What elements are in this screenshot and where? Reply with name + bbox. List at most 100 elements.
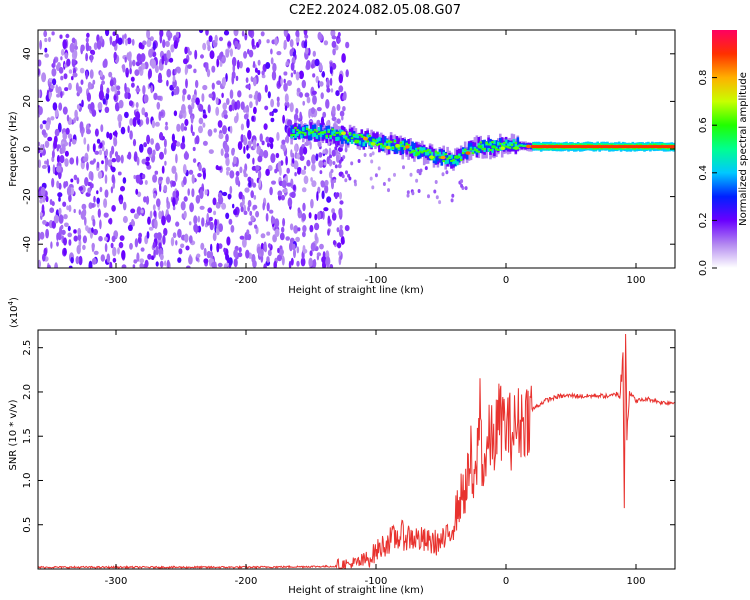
signal-cell [483,139,486,147]
noise-cell [133,213,139,220]
noise-cell [56,165,62,173]
noise-cell [152,204,156,211]
noise-cell [232,102,235,112]
noise-cell [280,77,283,86]
noise-cell [144,180,148,185]
signal-cell [454,159,457,164]
noise-cell [120,185,125,192]
noise-cell [299,111,302,120]
noise-cell [276,51,282,56]
noise-cell [246,153,251,159]
signal-cell [440,148,444,160]
signal-cell [319,124,323,132]
signal-cell [296,132,299,137]
noise-cell [200,242,205,250]
noise-cell [58,66,64,74]
noise-cell [327,215,331,224]
signal-cell [459,159,463,161]
noise-cell [213,128,217,133]
noise-cell [211,82,215,90]
signal-hotspot [525,144,531,149]
noise-cell [302,231,306,238]
signal-cell [481,140,484,148]
noise-cell [172,205,176,211]
noise-cell [65,33,70,39]
signal-core-cell [533,145,536,149]
noise-cell [96,190,99,195]
signal-cell [426,151,430,156]
noise-cell [135,61,141,67]
noise-cell [285,61,289,66]
noise-cell [141,107,146,116]
noise-cell [460,183,464,188]
noise-cell [66,186,72,196]
noise-cell [201,217,205,227]
noise-cell [77,233,82,241]
y-tick-label: 2.0 [22,384,33,400]
noise-cell [156,198,161,208]
noise-cell [91,50,96,56]
noise-cell [329,154,332,159]
signal-cell [381,144,385,147]
noise-cell [198,125,203,134]
noise-cell [330,88,334,93]
noise-cell [56,145,59,152]
noise-cell [206,68,211,78]
noise-cell [128,100,134,107]
noise-cell [58,207,62,215]
snr-ticks: -300 -200 -100 0 100 0.5 1.0 1.5 2.0 2.5 [22,330,675,587]
noise-cell [44,140,50,148]
signal-hotspot [341,131,346,135]
signal-core-cell [650,145,653,149]
noise-cell [68,239,72,246]
noise-cell [221,56,226,62]
signal-cell [411,141,414,149]
signal-core-cell [634,145,637,149]
signal-core-cell [607,145,610,149]
noise-cell [215,97,219,105]
y-tick-label: 0 [22,146,33,152]
noise-cell [74,45,78,50]
signal-cell [434,156,438,164]
noise-cell [67,232,72,238]
noise-cell [227,41,232,47]
noise-cell [170,44,175,53]
signal-core-cell [583,145,586,149]
noise-cell [409,172,413,177]
signal-cell [463,148,467,151]
noise-cell [243,51,248,59]
signal-cell [399,143,403,151]
signal-hotspot [491,145,497,149]
signal-cell [452,160,455,165]
noise-cell [251,115,255,122]
noise-cell [159,183,162,193]
noise-cell [149,210,153,219]
noise-cell [445,170,449,175]
signal-cell [481,148,484,151]
noise-cell [217,120,223,128]
signal-cell [459,156,463,161]
noise-cell [166,214,171,223]
signal-cell [364,140,367,147]
signal-cell [444,160,447,165]
signal-cell [436,154,440,162]
noise-cell [82,235,87,244]
signal-cell [499,138,502,145]
noise-cell [312,73,316,78]
signal-core-cell [599,145,602,149]
noise-cell [155,245,159,256]
signal-core-cell [558,145,561,149]
noise-cell [62,201,67,207]
noise-cell [44,47,48,53]
noise-cell [336,118,341,124]
noise-cell [135,188,139,195]
noise-cell [341,174,345,179]
noise-cell [202,170,206,180]
noise-cell [44,160,48,165]
noise-cell [112,131,118,136]
noise-cell [59,34,63,39]
noise-cell [286,182,292,187]
noise-cell [288,260,292,268]
noise-cell [139,143,144,153]
noise-cell [86,92,91,102]
